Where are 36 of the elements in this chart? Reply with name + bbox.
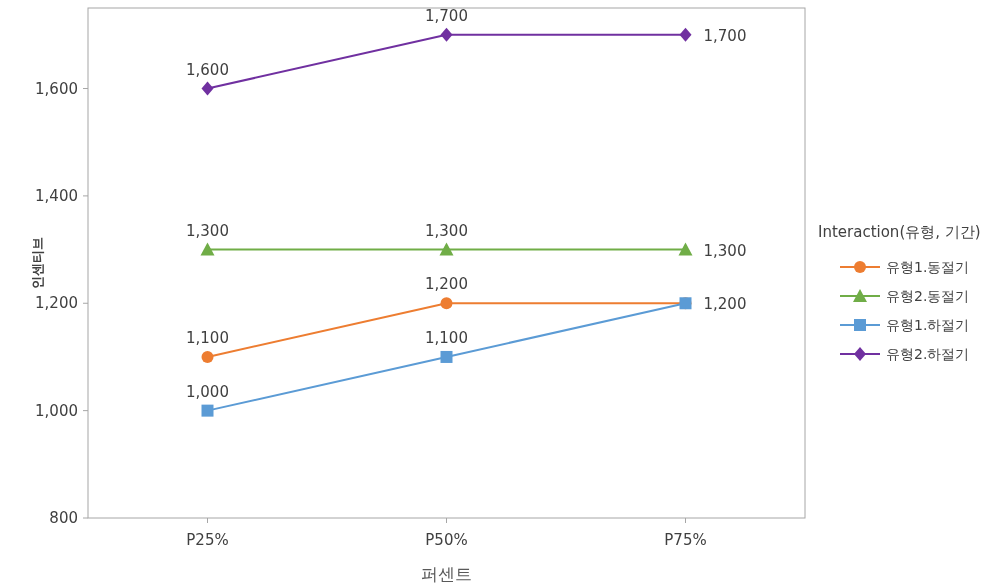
data-label: 1,300	[186, 221, 229, 240]
data-label: 1,700	[425, 6, 468, 25]
point	[678, 242, 693, 256]
point	[200, 242, 215, 256]
legend-label: 유형1.하절기	[886, 317, 970, 333]
point	[201, 404, 214, 417]
y-axis-title: 인센티브	[30, 237, 45, 289]
data-label: 1,300	[703, 241, 747, 260]
data-label: 1,000	[186, 382, 229, 401]
point	[679, 27, 692, 42]
point	[440, 350, 453, 363]
point	[201, 350, 214, 363]
data-label: 1,200	[703, 295, 747, 314]
legend-label: 유형2.하절기	[886, 346, 970, 362]
legend-title: Interaction(유형, 기간)	[818, 223, 981, 241]
data-label: 1,600	[186, 60, 229, 79]
y-tick-label: 1,000	[35, 401, 78, 420]
point	[439, 242, 454, 256]
data-label: 1,100	[186, 328, 229, 347]
data-label: 1,200	[425, 275, 468, 294]
y-tick-label: 800	[49, 509, 78, 527]
y-tick-label: 1,200	[35, 294, 78, 313]
legend-label: 유형1.동절기	[886, 259, 970, 275]
data-label: 1,700	[703, 26, 747, 45]
x-tick-label: P50%	[425, 531, 468, 549]
point	[440, 27, 453, 42]
x-axis-title: 퍼센트	[421, 564, 472, 584]
point	[440, 297, 453, 310]
point	[201, 81, 214, 96]
y-tick-label: 1,400	[35, 186, 78, 205]
data-label: 1,300	[425, 221, 468, 240]
x-tick-label: P75%	[664, 531, 707, 549]
y-tick-label: 1,600	[35, 79, 78, 98]
data-label: 1,100	[425, 328, 468, 347]
x-tick-label: P25%	[186, 531, 229, 549]
legend-label: 유형2.동절기	[886, 288, 970, 304]
